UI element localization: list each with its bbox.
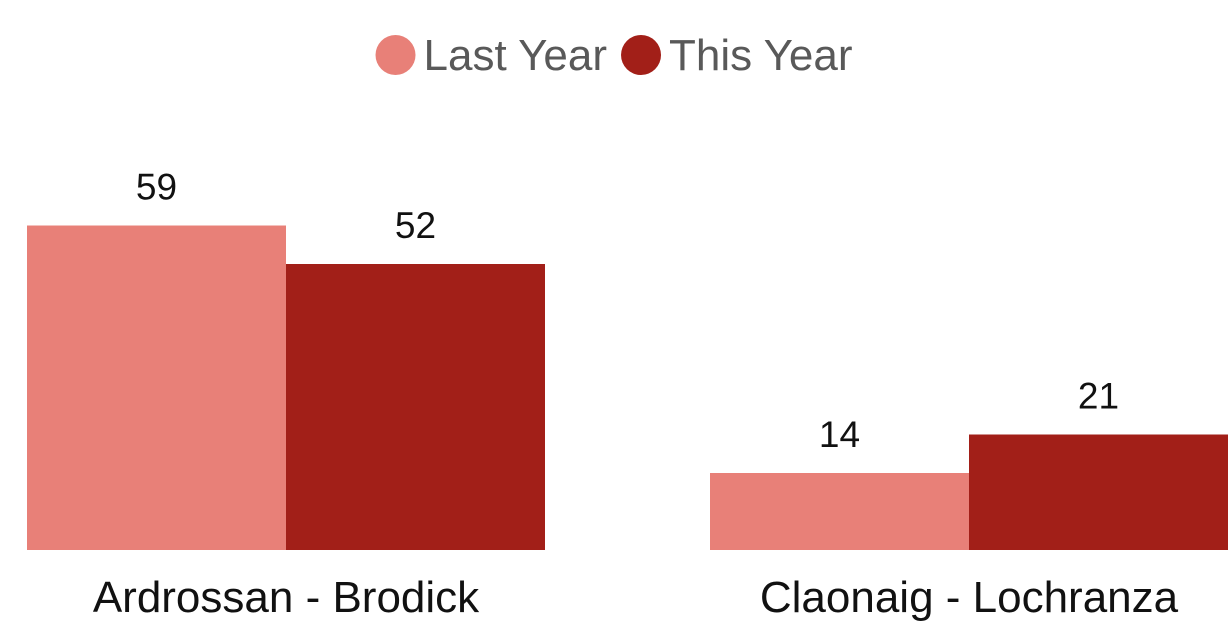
bar-last-year-0: [27, 225, 286, 550]
legend-item-this-year[interactable]: This Year: [621, 31, 852, 80]
bar-this-year-0: [286, 264, 545, 550]
category-label: Ardrossan - Brodick: [93, 573, 480, 622]
legend-label: This Year: [669, 31, 852, 80]
data-label: 21: [1078, 376, 1119, 417]
legend-label: Last Year: [424, 31, 608, 80]
data-label: 14: [819, 414, 860, 455]
legend-item-last-year[interactable]: Last Year: [375, 31, 608, 80]
legend-marker: [621, 35, 662, 75]
bars: [27, 225, 1228, 550]
data-labels: 59 52 14 21: [136, 167, 1119, 456]
legend-marker: [375, 35, 416, 75]
data-label: 52: [395, 205, 436, 246]
bar-this-year-1: [969, 434, 1228, 550]
category-labels: Ardrossan - Brodick Claonaig - Lochranza: [93, 573, 1179, 622]
bar-last-year-1: [710, 473, 969, 550]
legend: Last Year This Year: [375, 31, 852, 80]
data-label: 59: [136, 167, 177, 208]
category-label: Claonaig - Lochranza: [760, 573, 1179, 622]
